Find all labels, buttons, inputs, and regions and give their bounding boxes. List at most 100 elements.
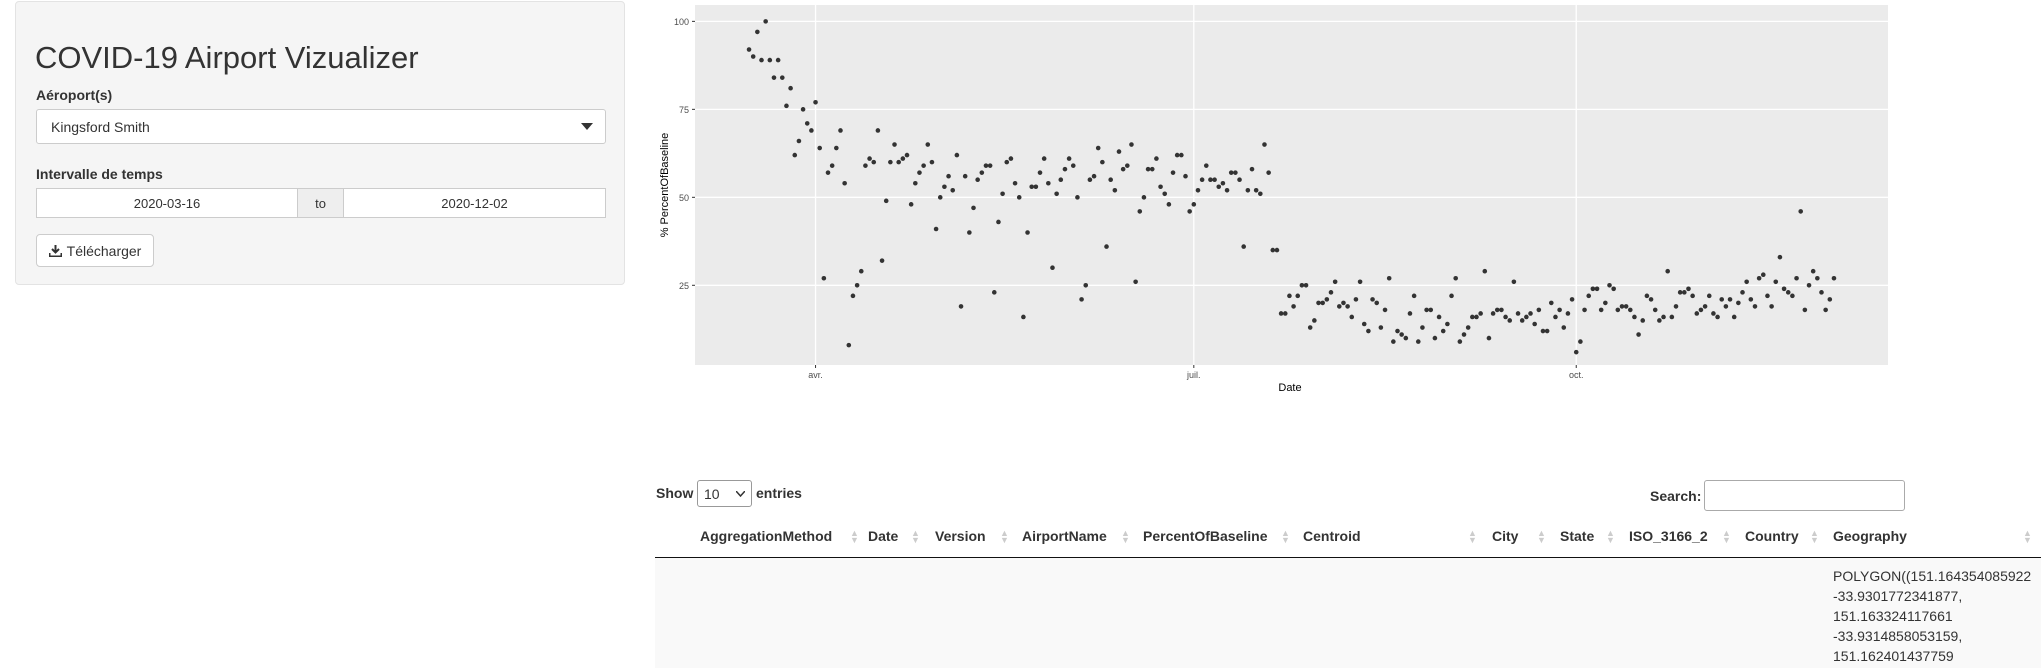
point <box>1050 265 1055 270</box>
point <box>1203 163 1209 168</box>
app-title: COVID-19 Airport Vizualizer <box>35 40 419 75</box>
point <box>1004 159 1010 165</box>
point <box>1428 307 1434 313</box>
point <box>1461 332 1467 337</box>
point <box>1636 332 1641 337</box>
sort-icon: ▲ ▼ <box>1722 528 1731 545</box>
point <box>1370 297 1375 302</box>
point <box>1083 282 1089 288</box>
search-input[interactable] <box>1704 480 1905 511</box>
point <box>1066 156 1072 161</box>
point <box>1677 290 1683 295</box>
point <box>838 128 843 133</box>
column-header[interactable]: Geography <box>1833 528 1907 544</box>
sort-icon: ▲ ▼ <box>1121 528 1130 545</box>
point <box>975 177 980 183</box>
point <box>1420 325 1425 330</box>
column-header[interactable]: City <box>1492 528 1519 544</box>
download-button[interactable]: Télécharger <box>36 234 154 267</box>
point <box>1137 209 1143 214</box>
point <box>821 275 827 281</box>
airport-label: Aéroport(s) <box>36 87 113 103</box>
point <box>804 121 810 126</box>
point <box>1482 268 1488 274</box>
point <box>946 173 951 179</box>
length-before: Show <box>656 485 694 501</box>
length-value: 10 <box>704 485 720 502</box>
point <box>1424 307 1429 313</box>
point <box>1698 307 1704 313</box>
point <box>892 142 897 147</box>
length-select[interactable]: 10 <box>697 480 752 507</box>
point <box>1794 275 1799 281</box>
column-header[interactable]: Version <box>935 528 986 544</box>
sort-icon: ▲ ▼ <box>1468 528 1477 545</box>
column-header[interactable]: State <box>1560 528 1595 544</box>
point <box>1453 275 1458 281</box>
column-header[interactable]: ISO_3166_2 <box>1629 528 1708 544</box>
point <box>1391 339 1396 344</box>
point <box>1166 202 1172 207</box>
point <box>1316 300 1321 306</box>
point <box>983 163 989 168</box>
point <box>1075 195 1080 200</box>
column-header[interactable]: AggregationMethod <box>700 528 833 544</box>
point <box>987 163 993 168</box>
date-start-input[interactable]: 2020-03-16 <box>36 188 298 218</box>
point <box>1162 191 1168 197</box>
point <box>800 107 806 112</box>
column-header[interactable]: AirportName <box>1022 528 1107 544</box>
point <box>1108 177 1113 183</box>
length-after: entries <box>756 485 802 501</box>
point <box>1773 279 1779 285</box>
point <box>1436 314 1442 320</box>
point <box>1353 297 1359 302</box>
point <box>1719 297 1725 302</box>
point <box>1187 209 1192 214</box>
column-header[interactable]: PercentOfBaseline <box>1143 528 1268 544</box>
point <box>1012 180 1018 186</box>
point <box>1511 279 1517 285</box>
point <box>900 156 906 161</box>
sort-icon: ▲ ▼ <box>911 528 920 545</box>
point <box>1494 307 1500 313</box>
point <box>896 159 901 165</box>
point <box>1582 307 1587 313</box>
column-header[interactable]: Centroid <box>1303 528 1361 544</box>
header-border <box>655 557 2041 558</box>
airport-value: Kingsford Smith <box>51 118 150 135</box>
point <box>1706 293 1712 299</box>
column-header[interactable]: Date <box>868 528 899 544</box>
y-axis-title: % PercentOfBaseline <box>659 133 671 238</box>
point <box>1021 314 1026 320</box>
date-end-input[interactable]: 2020-12-02 <box>343 188 606 218</box>
point <box>1312 318 1317 323</box>
point <box>1607 282 1612 288</box>
column-header[interactable]: Country <box>1745 528 1799 544</box>
point <box>1245 187 1251 193</box>
point <box>904 152 910 158</box>
point <box>1303 282 1309 288</box>
point <box>1112 187 1118 193</box>
point <box>1490 311 1496 316</box>
point <box>1345 304 1350 309</box>
point <box>929 159 935 165</box>
point <box>925 142 931 147</box>
point <box>750 54 756 59</box>
point <box>1627 307 1633 313</box>
point <box>1170 170 1176 175</box>
point <box>1179 152 1184 158</box>
point <box>1079 297 1084 302</box>
point <box>1815 275 1820 281</box>
point <box>784 103 789 109</box>
point <box>1465 325 1471 330</box>
point <box>1378 325 1384 330</box>
point <box>863 163 868 168</box>
dropdown-arrow <box>581 123 593 130</box>
point <box>908 202 914 207</box>
point <box>1519 318 1525 323</box>
airport-select[interactable]: Kingsford Smith <box>36 109 606 144</box>
point <box>1070 163 1076 168</box>
point <box>1100 159 1105 165</box>
